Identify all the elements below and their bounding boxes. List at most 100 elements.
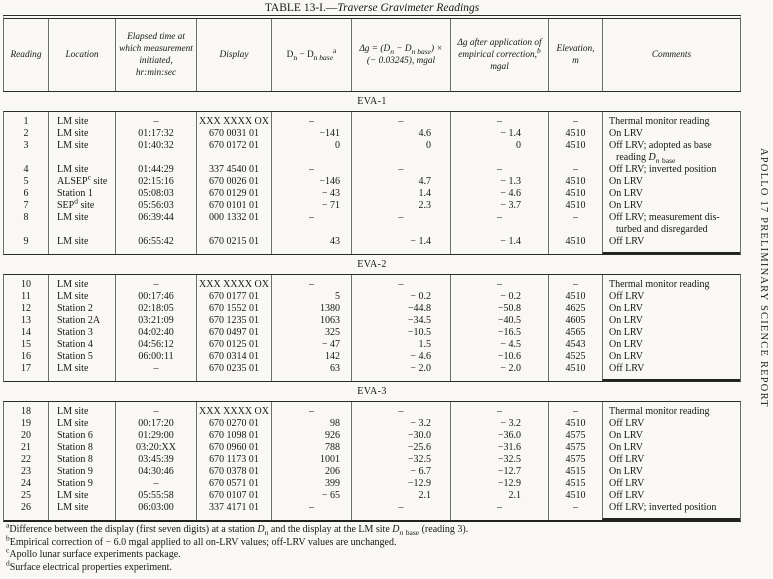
cell-elevation: 4575 (548, 442, 602, 454)
cell-delta-g: 1.5 (351, 339, 450, 351)
cell-elapsed-time: 06:55:42 (115, 236, 196, 248)
cell-comments: On LRV (602, 303, 740, 315)
cell-reading: 19 (21, 418, 31, 429)
cell-display: 670 0107 01 (196, 490, 271, 502)
cell-delta-g-corrected: – (450, 116, 548, 128)
cell-dn-minus-dn-base: 788 (271, 442, 351, 454)
cell-delta-g: − 0.2 (351, 291, 450, 303)
cell-elevation: – (548, 279, 602, 291)
cell-reading: 5 (23, 176, 29, 187)
cell-dn-minus-dn-base: − 71 (271, 200, 351, 212)
cell-elevation: 4510 (548, 291, 602, 303)
spacer-cell (271, 514, 351, 520)
cell-elevation: 4510 (548, 140, 602, 164)
cell-comments: Off LRV; inverted position (602, 502, 740, 514)
cell-display: XXX XXXX OX (196, 406, 271, 418)
section-rows-eva-3: 18 LM site – XXX XXXX OX – – – – Thermal monitor… (3, 401, 741, 522)
spacer-cell (4, 248, 48, 254)
cell-display: 000 1332 01 (196, 212, 271, 236)
spacer-cell (450, 514, 548, 520)
footnote-d: dSurface electrical properties experimen… (6, 558, 172, 573)
cell-display: 670 0314 01 (196, 351, 271, 363)
cell-elevation: 4525 (548, 351, 602, 363)
cell-comments: On LRV (602, 430, 740, 442)
cell-elevation: – (548, 116, 602, 128)
cell-comments: On LRV (602, 128, 740, 140)
cell-elapsed-time: 05:08:03 (115, 188, 196, 200)
cell-display: 670 0125 01 (196, 339, 271, 351)
cell-delta-g: −10.5 (351, 327, 450, 339)
cell-display: 670 0571 01 (196, 478, 271, 490)
cell-delta-g-corrected: −12.7 (450, 466, 548, 478)
cell-elevation: 4543 (548, 339, 602, 351)
cell-reading: 17 (21, 363, 31, 374)
cell-elapsed-time: – (115, 116, 196, 128)
cell-display: XXX XXXX OX (196, 116, 271, 128)
cell-comments: Off LRV (602, 478, 740, 490)
cell-display: 337 4540 01 (196, 164, 271, 176)
cell-delta-g-corrected: – (450, 164, 548, 176)
cell-delta-g-corrected: – (450, 502, 548, 514)
spacer-cell (602, 248, 740, 254)
cell-delta-g-corrected: −10.6 (450, 351, 548, 363)
cell-location: LM site (48, 363, 115, 375)
cell-delta-g-corrected: − 4.5 (450, 339, 548, 351)
spacer-cell (271, 248, 351, 254)
cell-dn-minus-dn-base: – (271, 502, 351, 514)
cell-display: 670 0172 01 (196, 140, 271, 164)
cell-comments: Thermal monitor reading (602, 279, 740, 291)
spacer-cell (548, 514, 602, 520)
cell-delta-g: − 4.6 (351, 351, 450, 363)
cell-location: LM site (48, 128, 115, 140)
cell-delta-g: – (351, 164, 450, 176)
spacer-cell (602, 275, 740, 279)
cell-elapsed-time: 01:44:29 (115, 164, 196, 176)
spacer-cell (450, 402, 548, 406)
cell-elevation: 4515 (548, 466, 602, 478)
cell-dn-minus-dn-base: – (271, 164, 351, 176)
cell-display: 670 0378 01 (196, 466, 271, 478)
spacer-cell (48, 514, 115, 520)
cell-elevation: 4605 (548, 315, 602, 327)
cell-elapsed-time: 01:29:00 (115, 430, 196, 442)
cell-elapsed-time: 02:18:05 (115, 303, 196, 315)
cell-delta-g: −25.6 (351, 442, 450, 454)
section-label-eva-3: EVA-3 (357, 386, 387, 397)
cell-dn-minus-dn-base: 63 (271, 363, 351, 375)
cell-dn-minus-dn-base: 5 (271, 291, 351, 303)
cell-reading: 9 (23, 236, 29, 247)
spacer-cell (548, 248, 602, 254)
cell-dn-minus-dn-base: 1001 (271, 454, 351, 466)
cell-comments: Off LRV (602, 454, 740, 466)
cell-reading: 10 (21, 279, 31, 290)
cell-display: 337 4171 01 (196, 502, 271, 514)
cell-delta-g-corrected: 2.1 (450, 490, 548, 502)
spacer-cell (115, 375, 196, 381)
cell-display: 670 0101 01 (196, 200, 271, 212)
cell-comments: On LRV (602, 200, 740, 212)
cell-display: 670 1552 01 (196, 303, 271, 315)
cell-delta-g-corrected: −12.9 (450, 478, 548, 490)
cell-comments: Off LRV; measurement dis-turbed and disr… (602, 212, 740, 236)
cell-dn-minus-dn-base: 1063 (271, 315, 351, 327)
cell-reading: 22 (21, 454, 31, 465)
table-title-dash: — (325, 2, 338, 14)
table-title-name: Traverse Gravimeter Readings (337, 2, 480, 14)
spacer-cell (4, 514, 48, 520)
cell-location: Station 8 (48, 454, 115, 466)
cell-dn-minus-dn-base: – (271, 116, 351, 128)
spacer-cell (548, 112, 602, 116)
cell-location: LM site (48, 490, 115, 502)
cell-reading: 18 (21, 406, 31, 417)
cell-elapsed-time: – (115, 279, 196, 291)
cell-delta-g: – (351, 212, 450, 236)
cell-location: Station 9 (48, 478, 115, 490)
spacer-cell (351, 375, 450, 381)
spacer-cell (271, 275, 351, 279)
cell-reading: 20 (21, 430, 31, 441)
cell-reading: 15 (21, 339, 31, 350)
cell-delta-g: – (351, 406, 450, 418)
cell-display: 670 0270 01 (196, 418, 271, 430)
cell-delta-g-corrected: – (450, 406, 548, 418)
column-header-delta-g: Δg = (Dn − Dn base) × (− 0.03245), mgal (351, 19, 450, 91)
